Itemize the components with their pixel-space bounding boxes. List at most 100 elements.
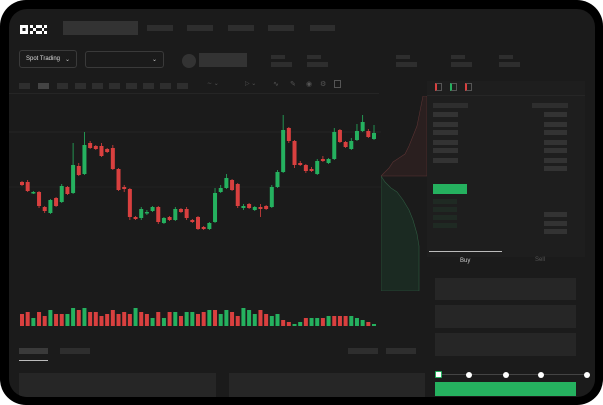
orderbook-both-icon[interactable] [435, 83, 442, 91]
nav-item-2[interactable] [187, 25, 213, 31]
orderbook-row[interactable] [544, 148, 567, 153]
orderbook-row[interactable] [544, 140, 567, 145]
nav-item-3[interactable] [228, 25, 254, 31]
amount-slider[interactable] [437, 374, 587, 375]
orderbook-row[interactable] [433, 215, 457, 220]
amount-input[interactable] [435, 305, 576, 328]
candle [127, 188, 132, 220]
orderbook-row[interactable] [433, 199, 457, 204]
total-input[interactable] [435, 333, 576, 356]
pair-select[interactable]: ⌄ [85, 51, 164, 68]
orderbook-row[interactable] [544, 130, 567, 135]
volume-bar [196, 314, 200, 326]
volume-bar [144, 314, 149, 326]
nav-item-5[interactable] [310, 25, 335, 31]
tab-order-history[interactable] [60, 348, 90, 354]
okx-logo[interactable] [20, 21, 47, 34]
candle [184, 207, 189, 220]
search-input[interactable] [63, 21, 138, 35]
interval-button[interactable] [75, 83, 86, 89]
candle-body [247, 204, 252, 208]
indicator-icon[interactable]: ∼ ⌄ [207, 81, 219, 87]
orderbook-row[interactable] [433, 158, 458, 163]
screenshot-icon[interactable]: ◉ [306, 81, 313, 88]
interval-button-active[interactable] [38, 83, 49, 89]
sell-tab[interactable]: Sell [502, 251, 586, 269]
candle-body [139, 209, 144, 218]
orderbook-row[interactable] [544, 166, 567, 171]
volume-bar [235, 316, 240, 326]
slider-stop-75[interactable] [538, 372, 544, 378]
orderbook-row[interactable] [544, 122, 567, 127]
orderbook-row[interactable] [544, 221, 567, 226]
orderbook-row[interactable] [433, 112, 458, 117]
buy-tab[interactable]: Buy [429, 251, 502, 269]
candle-body [190, 220, 195, 222]
ruler-icon[interactable]: ✎ [290, 81, 296, 88]
candle-body [110, 148, 115, 169]
line-icon[interactable]: ∿ [273, 81, 279, 88]
orderbook-row[interactable] [433, 122, 458, 127]
settings-icon[interactable]: ⚙ [320, 81, 327, 88]
view-all-button[interactable] [386, 348, 416, 354]
depth-bids-area [381, 175, 420, 291]
buy-submit-button[interactable] [435, 382, 576, 396]
draw-icon[interactable]: ▷ ⌄ [245, 81, 257, 87]
interval-button[interactable] [109, 83, 120, 89]
orderbook-row[interactable] [544, 212, 567, 217]
nav-item-1[interactable] [147, 25, 173, 31]
orderbook-row[interactable] [433, 223, 457, 228]
candle-body [99, 146, 104, 156]
pair-name [199, 53, 247, 67]
interval-button[interactable] [126, 83, 137, 89]
price-input[interactable] [435, 278, 576, 300]
candlestick-chart[interactable] [9, 94, 381, 334]
candle-body [281, 130, 286, 172]
candle-body [59, 186, 64, 202]
candle [230, 179, 235, 191]
orderbook-row[interactable] [433, 148, 458, 153]
volume-bar [20, 314, 24, 326]
candle-body [20, 182, 24, 185]
interval-button[interactable] [57, 83, 68, 89]
candle [42, 206, 47, 213]
volume-bar [25, 312, 30, 326]
candle [247, 203, 252, 209]
orderbook-row[interactable] [544, 112, 567, 117]
filter-button[interactable] [348, 348, 378, 354]
candle [116, 168, 121, 191]
fullscreen-icon[interactable] [334, 80, 341, 88]
interval-button[interactable] [160, 83, 171, 89]
slider-stop-25[interactable] [466, 372, 472, 378]
orderbook-row[interactable] [433, 130, 458, 135]
interval-button[interactable] [19, 83, 30, 89]
trading-type-select[interactable]: Spot Trading ⌄ [19, 50, 77, 68]
interval-button[interactable] [92, 83, 103, 89]
orderbook-row[interactable] [544, 229, 567, 234]
candle [167, 216, 172, 221]
candle-body [65, 187, 70, 194]
volume-bar [173, 312, 178, 326]
candle [366, 129, 371, 138]
interval-button[interactable] [177, 83, 188, 89]
orderbook-row[interactable] [544, 158, 567, 163]
slider-stop-50[interactable] [503, 372, 509, 378]
interval-button[interactable] [143, 83, 154, 89]
candle [20, 181, 24, 186]
slider-stop-100[interactable] [584, 372, 590, 378]
tab-open-orders[interactable] [19, 348, 48, 354]
volume-bar [65, 314, 70, 326]
candle [264, 205, 269, 210]
orderbook-asks-icon[interactable] [465, 83, 472, 91]
nav-item-4[interactable] [268, 25, 294, 31]
candle-body [161, 218, 166, 223]
candle [326, 158, 331, 164]
orderbook-bids-icon[interactable] [450, 83, 457, 91]
candle-body [292, 141, 297, 165]
slider-handle[interactable] [435, 371, 442, 378]
volume-bar [82, 308, 87, 326]
orderbook-row[interactable] [433, 207, 457, 212]
candle [178, 208, 183, 213]
candle-body [207, 223, 212, 229]
orderbook-row[interactable] [433, 140, 458, 145]
